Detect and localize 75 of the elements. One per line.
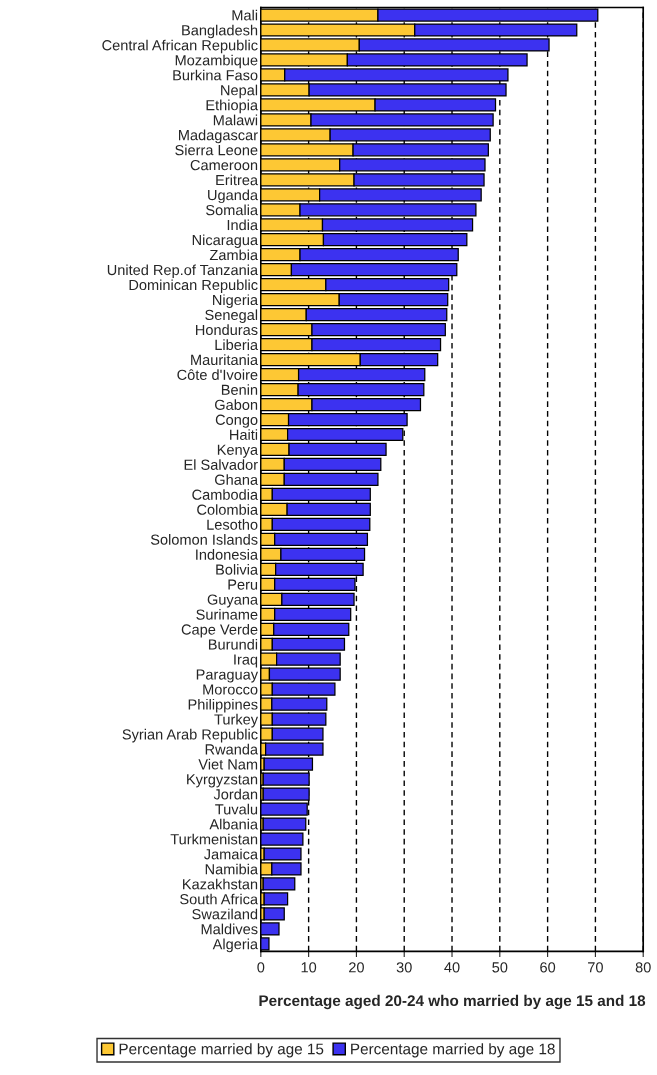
y-tick-label: Rwanda — [205, 743, 259, 755]
y-tick-label: Somalia — [206, 204, 259, 216]
x-tick-label: 70 — [588, 962, 603, 973]
y-tick-label: Cape Verde — [181, 623, 258, 638]
legend-label: Percentage married by age 15 — [119, 1043, 324, 1058]
y-tick-label: El Salvador — [184, 459, 258, 470]
x-tick-label: 40 — [444, 962, 460, 973]
y-tick-label: India — [227, 219, 259, 231]
x-axis-title: Percentage aged 20-24 who married by age 15 and 18 — [259, 994, 646, 1010]
y-tick-label: Congo — [215, 414, 258, 428]
y-tick-label: Ethiopia — [206, 99, 259, 114]
y-tick-label: Liberia — [215, 339, 259, 351]
y-tick-label: Kyrgyzstan — [187, 774, 258, 788]
y-tick-label: Dominican Republic — [129, 279, 258, 293]
y-tick-label: Philippines — [188, 698, 258, 713]
y-tick-label: Nigeria — [213, 294, 259, 308]
y-tick-label: Honduras — [196, 324, 258, 336]
y-tick-label: Namibia — [205, 863, 259, 875]
y-tick-label: Mali — [232, 9, 258, 21]
y-tick-label: Guyana — [207, 594, 259, 608]
y-tick-label: Ghana — [215, 474, 259, 485]
y-tick-label: Mauritania — [191, 354, 259, 366]
y-tick-label: Solomon Islands — [150, 534, 258, 545]
y-tick-label: Senegal — [205, 309, 258, 323]
y-tick-label: Maldives — [201, 923, 258, 935]
y-tick-label: Nicaragua — [192, 234, 259, 249]
y-tick-label: Peru — [228, 579, 258, 590]
y-tick-label: Cambodia — [192, 489, 259, 500]
y-tick-label: Zambia — [209, 249, 259, 261]
x-tick-label: 0 — [257, 962, 265, 973]
y-tick-label: Viet Nam — [198, 758, 258, 770]
y-tick-label: Malawi — [213, 114, 258, 126]
y-tick-label: Kazakhstan — [183, 878, 258, 890]
y-tick-label: Indonesia — [196, 549, 259, 560]
legend-label: Percentage married by age 18 — [351, 1043, 555, 1058]
y-tick-label: Lesotho — [207, 519, 258, 530]
y-tick-label: Morocco — [203, 684, 258, 695]
y-tick-label: Burundi — [208, 638, 258, 650]
y-tick-label: Paraguay — [196, 669, 259, 683]
y-tick-label: Albania — [209, 818, 259, 830]
x-tick-label: 10 — [301, 962, 317, 973]
y-tick-label: Algeria — [212, 938, 259, 953]
x-tick-label: 80 — [635, 962, 651, 973]
y-tick-label: Sierra Leone — [175, 144, 258, 156]
y-tick-label: Côte d'Ivoire — [177, 369, 258, 381]
y-tick-label: Central African Republic — [102, 39, 258, 54]
x-tick-label: 60 — [540, 962, 556, 973]
y-tick-label: United Rep.of Tanzania — [107, 264, 259, 279]
y-tick-label: Jamaica — [203, 848, 259, 860]
y-tick-label: Tuvalu — [215, 803, 258, 815]
y-tick-label: Turkmenistan — [170, 833, 258, 845]
y-tick-label: Jordan — [213, 788, 258, 800]
y-tick-label: Iraq — [234, 654, 258, 668]
y-tick-label: Uganda — [208, 189, 259, 204]
x-tick-label: 20 — [349, 962, 364, 973]
y-tick-label: Bolivia — [216, 564, 259, 575]
y-tick-label: Cameroon — [190, 159, 258, 171]
y-tick-label: Mozambique — [175, 54, 258, 69]
y-tick-label: Turkey — [214, 713, 259, 728]
y-tick-label: Madagascar — [179, 129, 258, 144]
y-tick-label: Bangladesh — [182, 24, 258, 39]
y-tick-label: South Africa — [180, 893, 259, 905]
x-tick-label: 50 — [492, 962, 508, 973]
y-tick-label: Eritrea — [216, 174, 259, 186]
y-tick-label: Swaziland — [192, 908, 258, 920]
y-tick-label: Haiti — [230, 429, 258, 440]
y-tick-label: Kenya — [217, 444, 259, 458]
y-tick-label: Suriname — [196, 609, 258, 620]
y-tick-label: Benin — [221, 384, 258, 395]
x-tick-label: 30 — [396, 962, 412, 973]
y-tick-label: Burkina Faso — [173, 69, 258, 81]
y-tick-label: Nepal — [221, 84, 258, 99]
y-tick-label: Syrian Arab Republic — [122, 728, 258, 743]
y-tick-label: Gabon — [215, 399, 258, 410]
y-tick-label: Colombia — [197, 504, 259, 515]
